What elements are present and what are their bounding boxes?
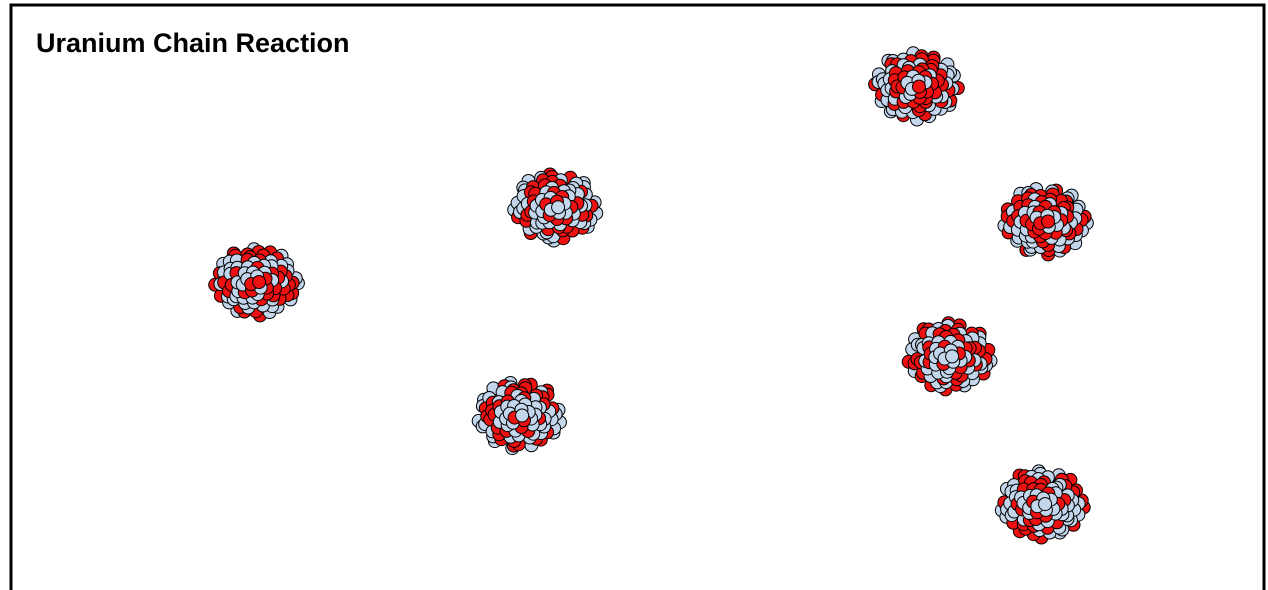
nucleus [997,182,1094,262]
nucleon [515,408,530,423]
nuclei [208,46,1094,545]
nucleus [868,46,965,127]
nucleon [1038,497,1053,512]
nucleus [994,464,1091,545]
nucleon [945,349,960,364]
nucleus [507,167,604,248]
nucleus [471,376,567,456]
title: Uranium Chain Reaction [36,28,350,58]
nucleus [208,242,305,323]
nucleon [252,275,267,289]
nucleon [1041,214,1056,229]
nucleon [551,200,566,215]
nucleon [912,79,926,94]
nucleus [901,316,998,397]
